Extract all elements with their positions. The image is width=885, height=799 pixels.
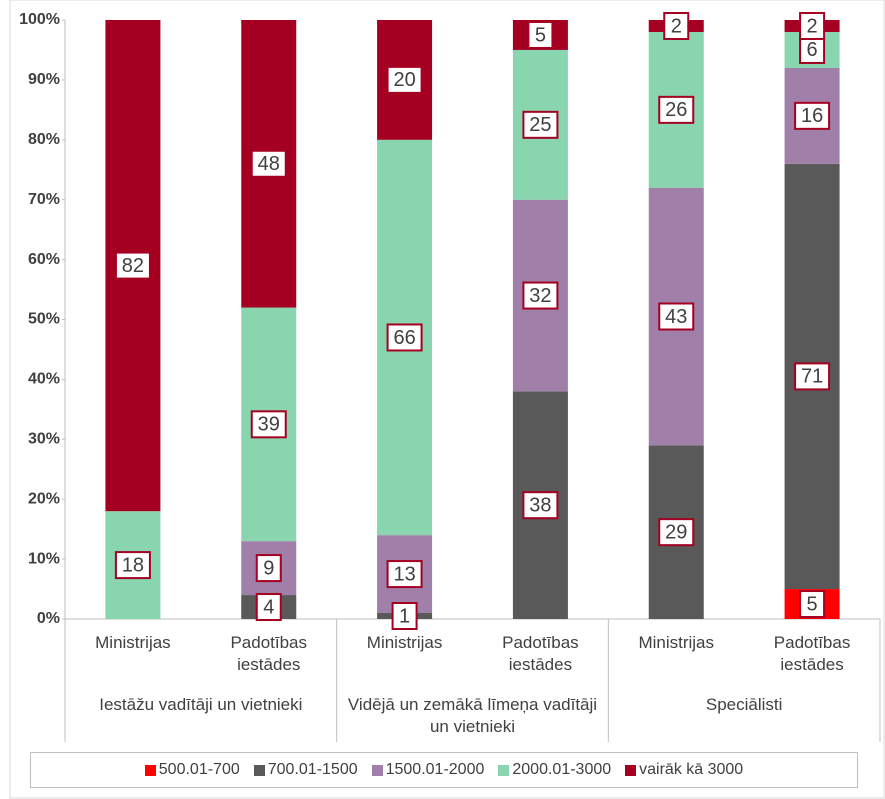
data-label: 26 bbox=[665, 99, 687, 121]
legend-swatch bbox=[371, 764, 383, 776]
data-label-box bbox=[386, 65, 423, 94]
data-label: 39 bbox=[258, 414, 280, 436]
legend-item: 2000.01-3000 bbox=[498, 761, 611, 779]
data-label-box bbox=[527, 20, 554, 49]
data-label-box bbox=[658, 302, 695, 331]
legend-label: 700.01-1500 bbox=[267, 761, 358, 778]
y-tick-label: 0% bbox=[37, 610, 60, 627]
data-label: 71 bbox=[801, 366, 823, 388]
data-label-box bbox=[799, 35, 826, 64]
data-label: 2 bbox=[671, 15, 682, 37]
legend-item: vairāk kā 3000 bbox=[625, 761, 743, 779]
legend-swatch bbox=[253, 764, 265, 776]
data-label: 5 bbox=[535, 24, 546, 46]
data-label-box bbox=[794, 101, 831, 130]
y-tick-label: 90% bbox=[28, 71, 60, 88]
legend-label: 500.01-700 bbox=[158, 761, 240, 778]
data-label-box bbox=[658, 95, 695, 124]
legend-item: 500.01-700 bbox=[144, 761, 240, 779]
data-label: 4 bbox=[263, 596, 274, 618]
data-label: 29 bbox=[665, 521, 687, 543]
data-label: 43 bbox=[665, 306, 687, 328]
legend-swatch bbox=[498, 764, 510, 776]
legend-swatch bbox=[625, 764, 637, 776]
y-tick-label: 60% bbox=[28, 251, 60, 268]
data-label: 9 bbox=[263, 557, 274, 579]
data-label-box bbox=[799, 11, 826, 40]
legend-label: 2000.01-3000 bbox=[512, 761, 612, 778]
data-label: 16 bbox=[801, 105, 823, 127]
legend-item: 700.01-1500 bbox=[253, 761, 358, 779]
x-tick-label: Padotības iestādes bbox=[230, 633, 308, 674]
data-label: 2 bbox=[807, 15, 818, 37]
y-tick-label: 10% bbox=[28, 550, 60, 567]
y-tick-label: 100% bbox=[19, 11, 60, 28]
data-label: 6 bbox=[807, 39, 818, 61]
chart-frame bbox=[9, 0, 885, 799]
data-label-box bbox=[522, 491, 559, 520]
data-label: 32 bbox=[529, 285, 551, 307]
legend: 500.01-700 700.01-1500 1500.01-2000 2000.01… bbox=[30, 752, 858, 788]
legend-item: 1500.01-2000 bbox=[371, 761, 485, 779]
data-label: 48 bbox=[258, 153, 280, 175]
data-label-box bbox=[799, 590, 826, 619]
data-label-box bbox=[255, 593, 282, 622]
data-label-box bbox=[522, 281, 559, 310]
data-label-box bbox=[250, 410, 287, 439]
data-label-box bbox=[522, 110, 559, 139]
y-tick-label: 20% bbox=[28, 490, 60, 507]
data-label: 20 bbox=[393, 69, 415, 91]
group-label: Speciālisti bbox=[705, 695, 783, 714]
data-label-box bbox=[658, 518, 695, 547]
y-tick-label: 80% bbox=[28, 131, 60, 148]
data-label-box bbox=[386, 560, 423, 589]
legend-label: vairāk kā 3000 bbox=[639, 761, 744, 778]
data-label: 13 bbox=[393, 563, 415, 585]
x-tick-label: Padotības iestādes bbox=[773, 633, 851, 674]
data-label: 66 bbox=[393, 327, 415, 349]
x-tick-label: Padotības iestādes bbox=[502, 633, 579, 674]
y-tick-label: 40% bbox=[28, 371, 60, 388]
data-label-box bbox=[114, 551, 151, 580]
group-label: Vidējā un zemākā līmeņa vadītāji un viet… bbox=[347, 695, 598, 736]
x-tick-label: Ministrijas bbox=[366, 633, 443, 652]
y-tick-label: 50% bbox=[28, 311, 60, 328]
data-label-box bbox=[391, 602, 418, 631]
legend-label: 1500.01-2000 bbox=[385, 761, 485, 778]
data-label-box bbox=[250, 149, 287, 178]
x-tick-label: Ministrijas bbox=[95, 633, 171, 652]
data-label: 1 bbox=[399, 605, 410, 627]
data-label-box bbox=[663, 11, 690, 40]
data-label-box bbox=[794, 362, 831, 391]
data-label: 82 bbox=[122, 255, 144, 277]
data-label: 25 bbox=[529, 114, 551, 136]
y-tick-label: 30% bbox=[28, 431, 60, 448]
data-label: 18 bbox=[122, 554, 144, 576]
group-label: Iestāžu vadītāji un vietnieki bbox=[99, 695, 303, 714]
legend-swatch bbox=[144, 764, 156, 776]
data-label-box bbox=[255, 554, 282, 583]
x-tick-label: Ministrijas bbox=[638, 633, 715, 652]
data-label: 5 bbox=[807, 593, 818, 615]
data-label: 38 bbox=[529, 494, 551, 516]
y-tick-label: 70% bbox=[28, 191, 60, 208]
data-label-box bbox=[386, 323, 423, 352]
data-label-box bbox=[114, 251, 151, 280]
